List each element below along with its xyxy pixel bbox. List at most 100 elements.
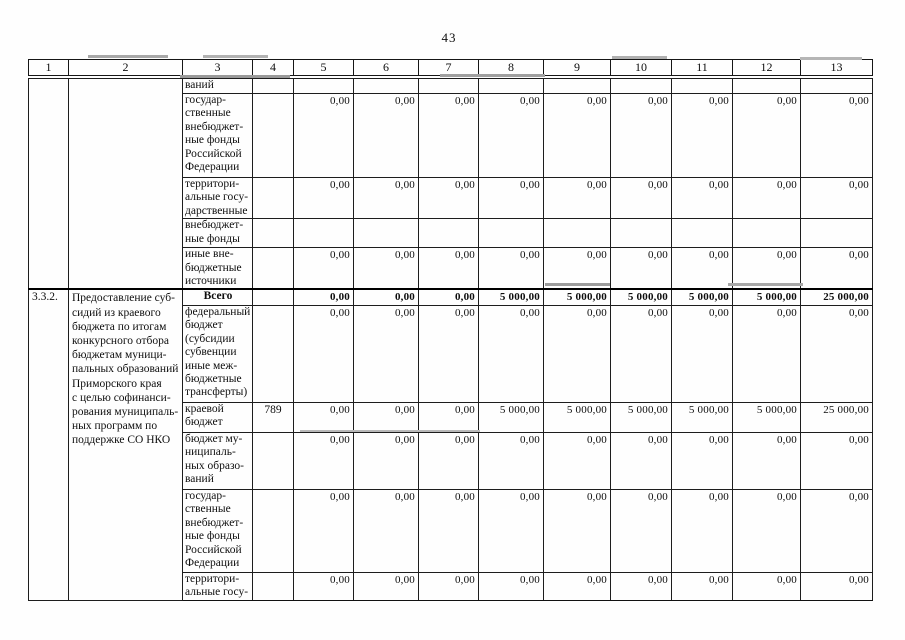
budget-code-cell (252, 288, 294, 306)
value-cell: 0,00 (671, 247, 733, 290)
value-cell: 5 000,00 (478, 401, 544, 433)
value-cell: 0,00 (293, 288, 354, 306)
table-row: федеральный бюджет (субсидии субвенции и… (29, 304, 873, 403)
budget-source-cell: ваний (182, 78, 253, 94)
budget-source-cell: федеральный бюджет (субсидии субвенции и… (182, 304, 253, 403)
value-cell: 5 000,00 (732, 401, 801, 433)
value-cell: 0,00 (418, 401, 479, 433)
column-header: 3 (182, 59, 253, 76)
value-cell: 0,00 (543, 176, 611, 220)
value-cell: 5 000,00 (671, 288, 733, 306)
value-cell: 0,00 (732, 431, 801, 490)
budget-table-body: ваний государ- ственные внебюджет- ные ф… (28, 78, 873, 601)
value-cell: 0,00 (418, 93, 479, 178)
value-cell: 0,00 (543, 93, 611, 178)
table-row: государ- ственные внебюджет- ные фонды Р… (29, 93, 873, 178)
column-header: 2 (68, 59, 183, 76)
value-cell: 25 000,00 (800, 401, 873, 433)
column-header: 5 (293, 59, 354, 76)
column-header: 1 (28, 59, 69, 76)
value-cell: 0,00 (478, 247, 544, 290)
value-cell: 0,00 (543, 247, 611, 290)
column-header: 12 (732, 59, 801, 76)
column-number-header-row: 1 2 3 4 5 6 7 8 9 10 11 12 13 (28, 59, 873, 76)
budget-source-cell: территори- альные госу- (182, 571, 253, 601)
item-description-cell: Предоставление суб- сидий из краевого бю… (68, 288, 183, 601)
value-cell: 0,00 (800, 176, 873, 220)
value-cell (671, 78, 733, 94)
scan-artifact (88, 55, 168, 58)
budget-code-cell (252, 78, 294, 94)
value-cell (800, 78, 873, 94)
value-cell (478, 78, 544, 94)
value-cell: 5 000,00 (478, 288, 544, 306)
value-cell: 0,00 (353, 571, 419, 601)
budget-code-cell (252, 431, 294, 490)
value-cell: 0,00 (293, 247, 354, 290)
value-cell: 0,00 (293, 176, 354, 220)
value-cell (543, 218, 611, 249)
value-cell: 0,00 (732, 176, 801, 220)
value-cell: 0,00 (353, 176, 419, 220)
table-row-total: 3.3.2. Предоставление суб- сидий из крае… (28, 288, 873, 601)
budget-code-cell (252, 304, 294, 403)
budget-source-cell: Всего (182, 288, 253, 306)
value-cell: 0,00 (478, 431, 544, 490)
value-cell: 0,00 (353, 288, 419, 306)
scan-artifact (203, 55, 268, 58)
value-cell: 5 000,00 (610, 401, 672, 433)
value-cell: 0,00 (353, 431, 419, 490)
table-row: государ- ственные внебюджет- ные фонды Р… (29, 488, 873, 573)
value-cell: 0,00 (418, 176, 479, 220)
value-cell: 0,00 (610, 431, 672, 490)
budget-code-cell (252, 93, 294, 178)
value-cell: 0,00 (353, 93, 419, 178)
value-cell: 0,00 (353, 304, 419, 403)
budget-code-cell (252, 247, 294, 290)
value-cell: 0,00 (478, 93, 544, 178)
value-cell: 0,00 (418, 288, 479, 306)
value-cell: 0,00 (418, 304, 479, 403)
value-cell: 0,00 (671, 93, 733, 178)
value-cell (478, 218, 544, 249)
value-cell: 0,00 (610, 247, 672, 290)
budget-code-cell (252, 218, 294, 249)
value-cell (293, 78, 354, 94)
value-cell: 25 000,00 (800, 288, 873, 306)
value-cell (543, 78, 611, 94)
value-cell: 0,00 (293, 401, 354, 433)
value-cell: 5 000,00 (543, 288, 611, 306)
budget-source-cell: государ- ственные внебюджет- ные фонды Р… (182, 93, 253, 178)
value-cell: 0,00 (293, 488, 354, 573)
value-cell (418, 78, 479, 94)
column-header: 6 (353, 59, 419, 76)
value-cell (732, 218, 801, 249)
value-cell: 0,00 (293, 93, 354, 178)
value-cell (610, 218, 672, 249)
value-cell: 0,00 (732, 93, 801, 178)
value-cell (671, 218, 733, 249)
budget-source-cell: внебюджет- ные фонды (182, 218, 253, 249)
value-cell: 0,00 (800, 304, 873, 403)
table-row: ваний (28, 78, 873, 290)
column-header: 4 (252, 59, 294, 76)
value-cell: 0,00 (418, 571, 479, 601)
budget-code-cell: 789 (252, 401, 294, 433)
value-cell (418, 218, 479, 249)
value-cell: 0,00 (732, 247, 801, 290)
value-cell: 5 000,00 (610, 288, 672, 306)
value-cell: 0,00 (610, 176, 672, 220)
value-cell: 0,00 (478, 488, 544, 573)
value-cell: 5 000,00 (671, 401, 733, 433)
value-cell: 0,00 (671, 488, 733, 573)
value-cell (293, 218, 354, 249)
value-cell: 0,00 (800, 431, 873, 490)
page-number: 43 (441, 30, 457, 45)
value-cell: 0,00 (671, 571, 733, 601)
value-cell: 0,00 (671, 431, 733, 490)
budget-code-cell (252, 488, 294, 573)
value-cell: 0,00 (478, 304, 544, 403)
column-header: 10 (610, 59, 672, 76)
value-cell: 0,00 (418, 247, 479, 290)
